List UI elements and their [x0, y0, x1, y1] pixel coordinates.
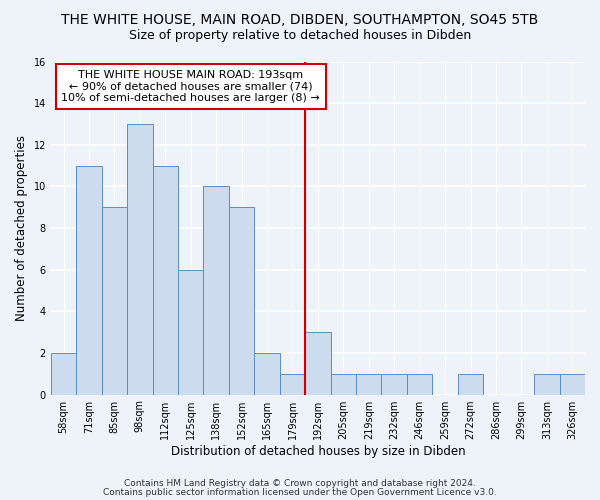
Bar — [331, 374, 356, 394]
Bar — [203, 186, 229, 394]
Bar — [127, 124, 152, 394]
Text: THE WHITE HOUSE, MAIN ROAD, DIBDEN, SOUTHAMPTON, SO45 5TB: THE WHITE HOUSE, MAIN ROAD, DIBDEN, SOUT… — [61, 12, 539, 26]
Bar — [534, 374, 560, 394]
X-axis label: Distribution of detached houses by size in Dibden: Distribution of detached houses by size … — [170, 444, 465, 458]
Bar — [458, 374, 483, 394]
Bar — [229, 207, 254, 394]
Bar — [305, 332, 331, 394]
Bar — [560, 374, 585, 394]
Bar — [407, 374, 433, 394]
Text: Size of property relative to detached houses in Dibden: Size of property relative to detached ho… — [129, 29, 471, 42]
Bar — [101, 207, 127, 394]
Bar — [51, 353, 76, 395]
Text: Contains HM Land Registry data © Crown copyright and database right 2024.: Contains HM Land Registry data © Crown c… — [124, 479, 476, 488]
Bar — [356, 374, 382, 394]
Bar — [152, 166, 178, 394]
Bar — [254, 353, 280, 395]
Bar — [178, 270, 203, 394]
Bar — [280, 374, 305, 394]
Text: THE WHITE HOUSE MAIN ROAD: 193sqm
← 90% of detached houses are smaller (74)
10% : THE WHITE HOUSE MAIN ROAD: 193sqm ← 90% … — [61, 70, 320, 103]
Bar — [76, 166, 101, 394]
Text: Contains public sector information licensed under the Open Government Licence v3: Contains public sector information licen… — [103, 488, 497, 497]
Bar — [382, 374, 407, 394]
Y-axis label: Number of detached properties: Number of detached properties — [15, 135, 28, 321]
